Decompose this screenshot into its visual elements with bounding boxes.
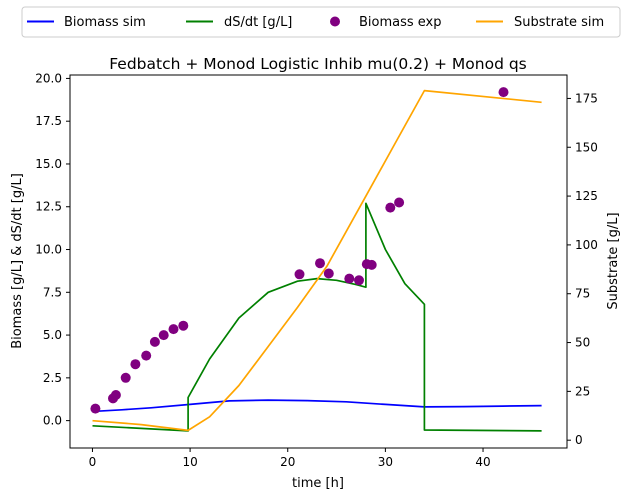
point-biomass-exp <box>499 87 509 97</box>
point-biomass-exp <box>150 337 160 347</box>
point-biomass-exp <box>324 269 334 279</box>
y-tick-label-left: 10.0 <box>35 243 62 257</box>
x-tick-label: 30 <box>378 455 393 469</box>
point-biomass-exp <box>367 260 377 270</box>
legend: Biomass sim dS/dt [g/L] Biomass exp Subs… <box>22 7 620 37</box>
point-biomass-exp <box>141 351 151 361</box>
x-tick-label: 40 <box>475 455 490 469</box>
point-biomass-exp <box>385 203 395 213</box>
y-tick-label-right: 125 <box>575 189 598 203</box>
y-tick-label-left: 12.5 <box>35 200 62 214</box>
y-tick-label-left: 2.5 <box>43 371 62 385</box>
chart-title: Fedbatch + Monod Logistic Inhib mu(0.2) … <box>109 55 527 73</box>
point-biomass-exp <box>178 321 188 331</box>
point-biomass-exp <box>111 390 121 400</box>
point-biomass-exp <box>159 330 169 340</box>
y-axis-label-left: Biomass [g/L] & dS/dt [g/L] <box>10 173 25 349</box>
point-biomass-exp <box>169 324 179 334</box>
x-axis-label: time [h] <box>292 476 344 491</box>
y-tick-label-left: 15.0 <box>35 157 62 171</box>
legend-swatch-biomass-exp <box>330 17 340 27</box>
y-tick-label-left: 20.0 <box>35 71 62 85</box>
y-tick-label-left: 17.5 <box>35 114 62 128</box>
legend-label-biomass-sim: Biomass sim <box>64 15 146 30</box>
y-tick-label-right: 175 <box>575 91 598 105</box>
legend-label-substrate-sim: Substrate sim <box>514 15 604 30</box>
point-biomass-exp <box>130 359 140 369</box>
legend-label-dsdt: dS/dt [g/L] <box>224 15 292 30</box>
point-biomass-exp <box>295 269 305 279</box>
point-biomass-exp <box>344 274 354 284</box>
y-tick-label-right: 25 <box>575 384 590 398</box>
point-biomass-exp <box>90 404 100 414</box>
point-biomass-exp <box>394 198 404 208</box>
y-tick-label-right: 50 <box>575 336 590 350</box>
y-tick-label-left: 5.0 <box>43 328 62 342</box>
y-axis-label-right: Substrate [g/L] <box>606 212 621 309</box>
x-tick-label: 0 <box>89 455 97 469</box>
legend-label-biomass-exp: Biomass exp <box>359 15 442 30</box>
y-tick-label-right: 150 <box>575 140 598 154</box>
point-biomass-exp <box>121 373 131 383</box>
x-tick-label: 20 <box>280 455 295 469</box>
point-biomass-exp <box>354 275 364 285</box>
y-tick-label-left: 0.0 <box>43 414 62 428</box>
y-tick-label-left: 7.5 <box>43 285 62 299</box>
y-tick-label-right: 100 <box>575 238 598 252</box>
y-tick-label-right: 75 <box>575 287 590 301</box>
x-tick-label: 10 <box>182 455 197 469</box>
point-biomass-exp <box>315 258 325 268</box>
y-tick-label-right: 0 <box>575 433 583 447</box>
